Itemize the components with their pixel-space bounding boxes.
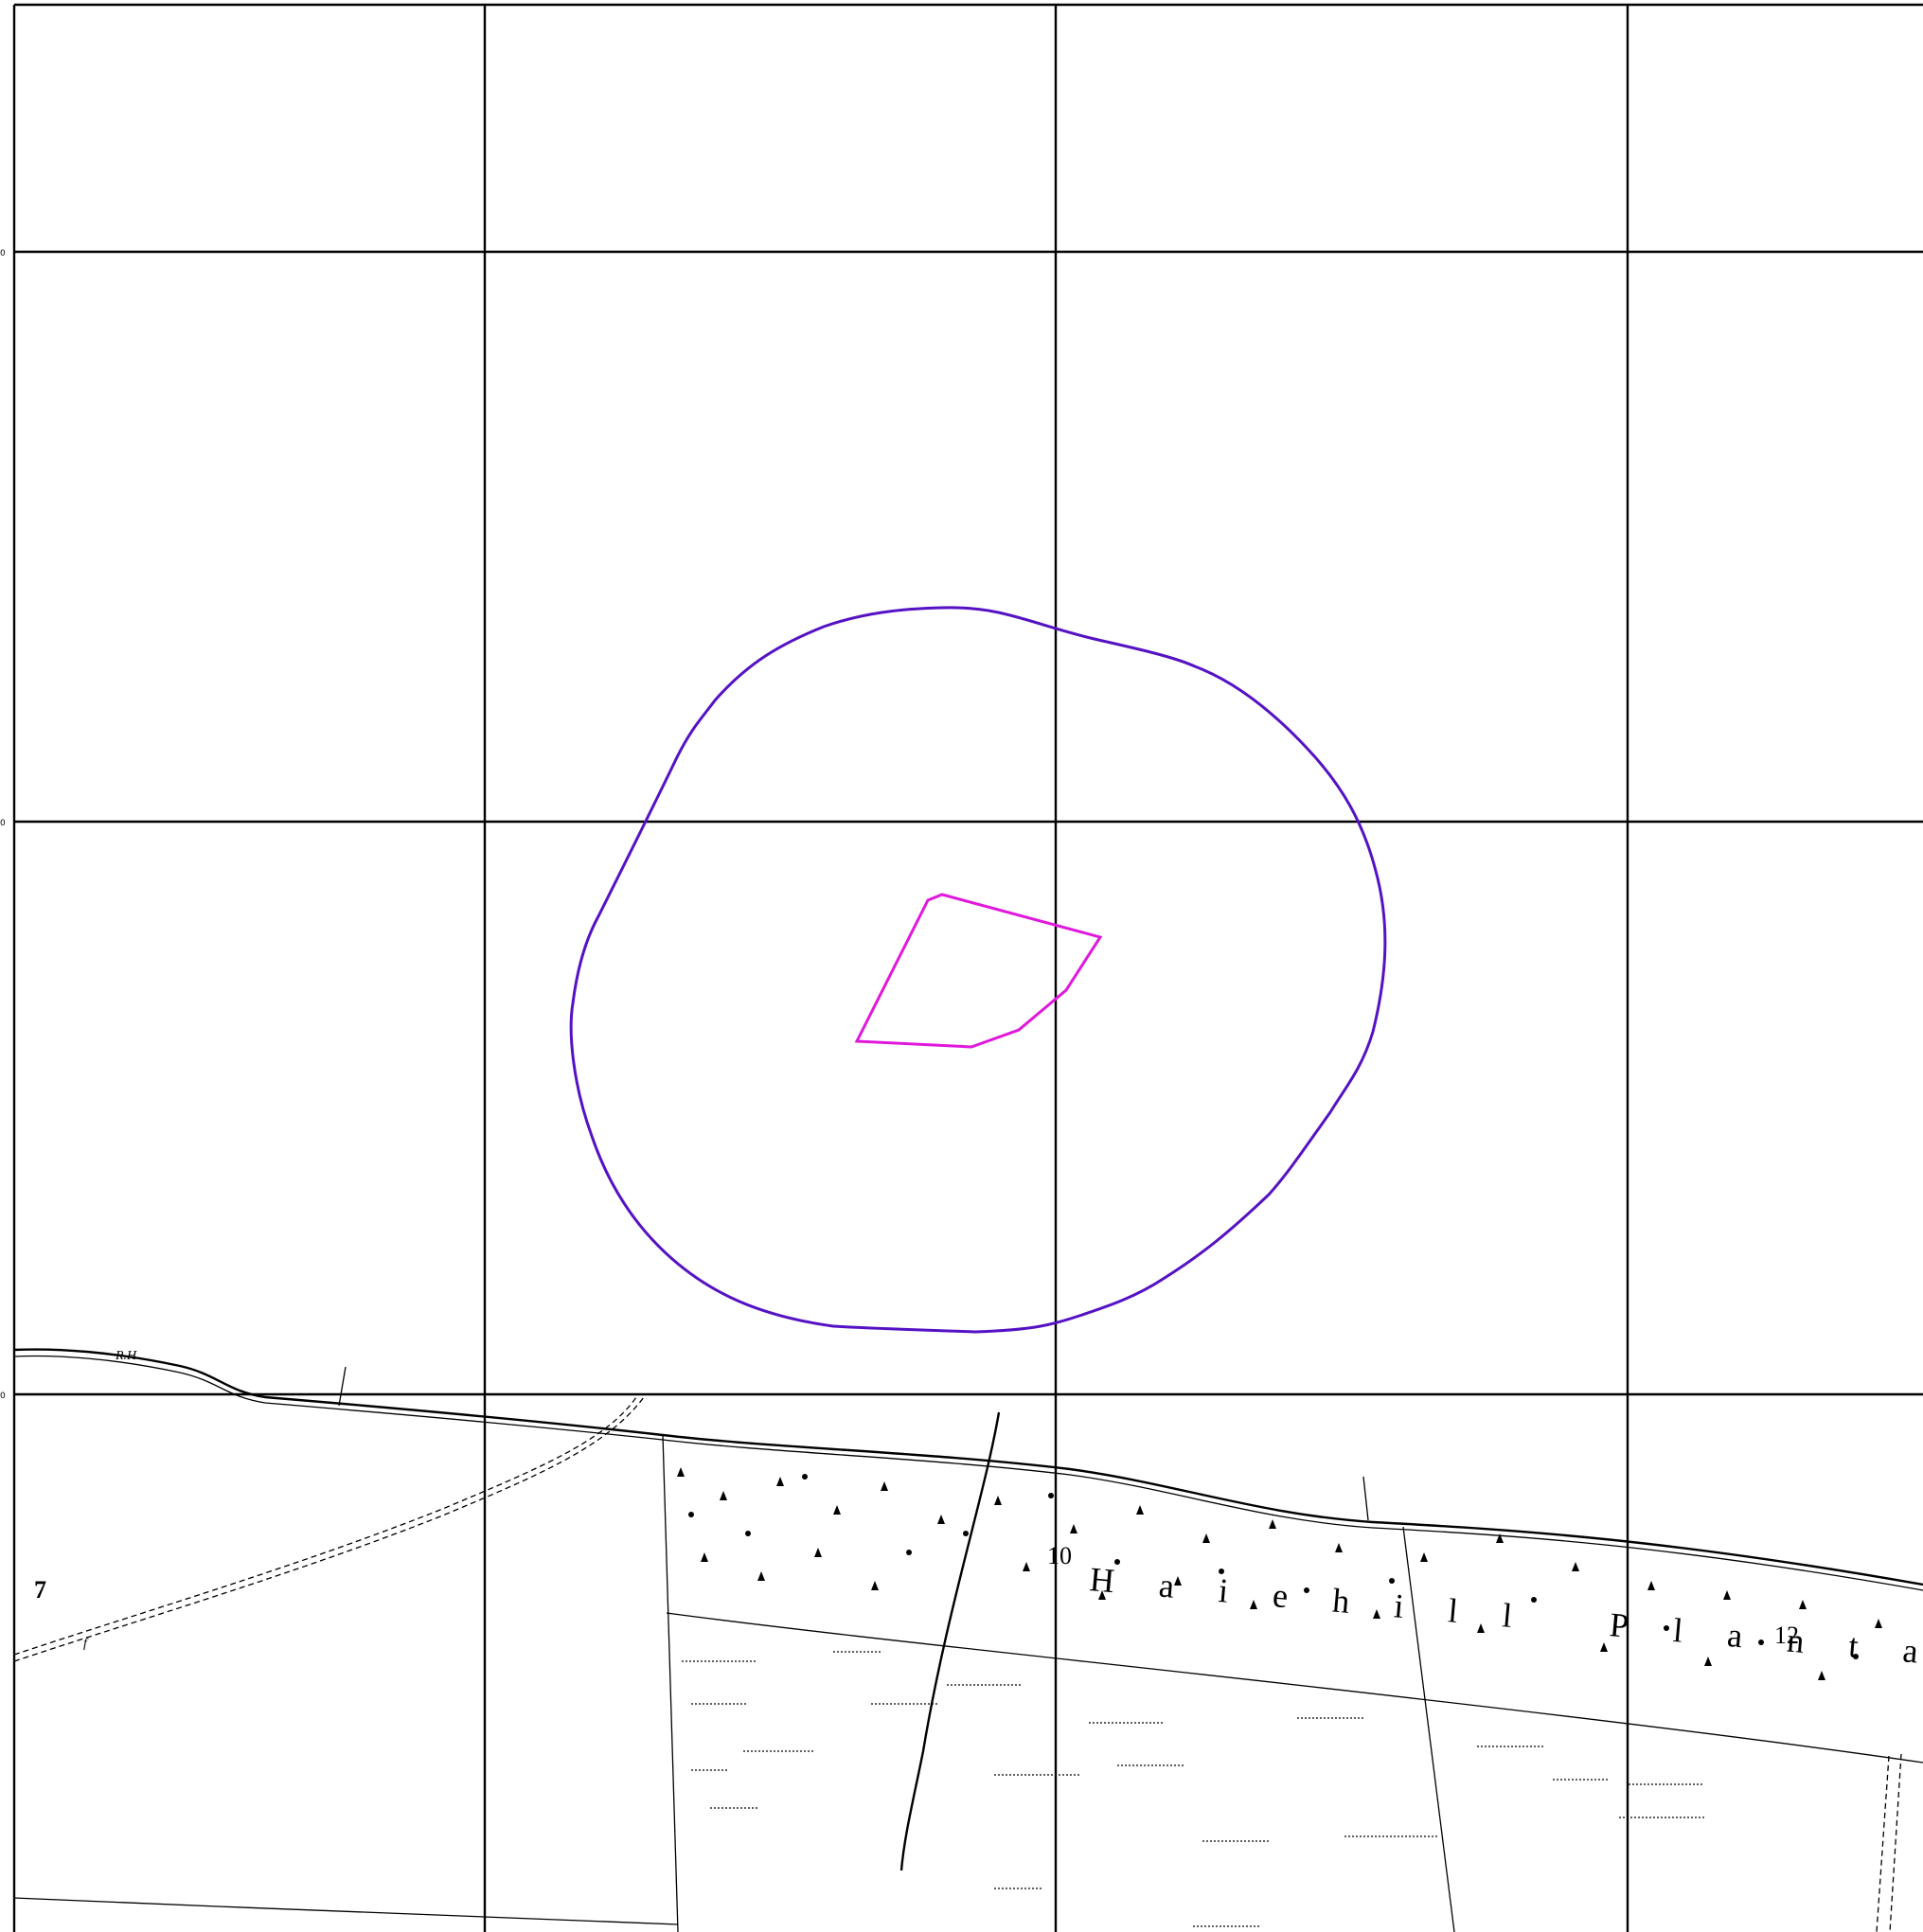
- grid: 0 0 0: [0, 3, 1923, 1932]
- grid-tick-label: 0: [0, 1391, 6, 1401]
- path-label: f: [83, 1637, 89, 1651]
- dashed-track: f: [13, 1396, 645, 1662]
- map-labels: 7 10 12 Haiehill Planta: [34, 1542, 1921, 1671]
- grid-tick-label: 0: [0, 819, 6, 828]
- woodland: [677, 1467, 1882, 1680]
- parcel-number-mid: 10: [1047, 1542, 1072, 1569]
- parcel-number-left: 7: [34, 1576, 46, 1604]
- parcel-number-right: 12: [1774, 1622, 1799, 1649]
- outer-boundary-outline: [569, 606, 1387, 1334]
- place-name: Haiehill Planta: [1088, 1560, 1921, 1671]
- grid-tick-label: 0: [0, 249, 6, 258]
- field-boundaries: [13, 1411, 1923, 1932]
- site-outline: [854, 893, 1103, 1049]
- road-label: R.H: [115, 1349, 137, 1363]
- meadow-hatching: [682, 1651, 1704, 1927]
- road: R.H: [13, 1348, 1923, 1591]
